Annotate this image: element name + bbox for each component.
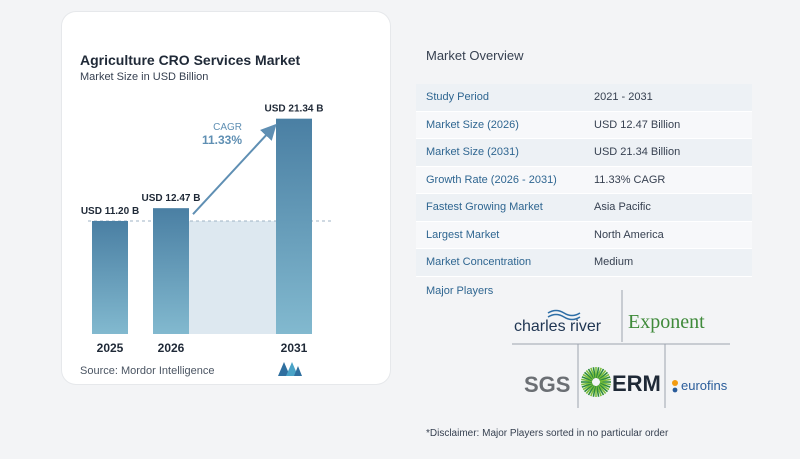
overview-label: Study Period [426, 91, 489, 104]
erm-ray [587, 368, 595, 379]
overview-label: Market Concentration [426, 256, 532, 269]
overview-row: Market Size (2026) USD 12.47 Billion [416, 111, 752, 139]
overview-label: Market Size (2026) [426, 118, 519, 131]
exponent-text: Exponent [628, 311, 705, 333]
mordor-logo-icon [278, 362, 302, 376]
erm-ray [599, 376, 611, 382]
source-note: Source: Mordor Intelligence [80, 365, 215, 377]
eurofins-dot-icon [672, 380, 678, 386]
erm-ray [585, 384, 595, 395]
bar [92, 220, 128, 334]
erm-ray [598, 383, 609, 393]
overview-label: Growth Rate (2026 - 2031) [426, 173, 557, 186]
overview-value: USD 21.34 Billion [594, 146, 681, 159]
erm-ray [590, 367, 596, 379]
x-tick-label: 2025 [97, 341, 124, 355]
erm-ray [597, 384, 607, 395]
erm-ray [597, 369, 607, 380]
overview-row: Study Period 2021 - 2031 [416, 84, 752, 112]
erm-ray [590, 385, 596, 397]
erm-burst-icon [581, 367, 611, 397]
erm-ray [596, 385, 602, 397]
charles-river-text: charles river [514, 318, 602, 335]
erm-ray [582, 383, 593, 391]
erm-logo: ERM [581, 367, 661, 397]
chart-subtitle: Market Size in USD Billion [80, 71, 209, 83]
overview-label: Largest Market [426, 228, 500, 241]
erm-ray [581, 381, 593, 386]
sgs-text: SGS [524, 372, 570, 397]
erm-ray [599, 373, 610, 381]
erm-ray [599, 378, 611, 383]
charles-river-logo: charles river [514, 309, 602, 335]
erm-ray [583, 371, 594, 381]
erm-ray [581, 378, 593, 383]
x-tick-label: 2026 [158, 341, 185, 355]
bar [153, 208, 189, 334]
major-players-title: Major Players [426, 285, 494, 297]
overview-table: Study Period 2021 - 2031 Market Size (20… [416, 84, 752, 277]
overview-row: Market Concentration Medium [416, 249, 752, 277]
erm-ray [595, 385, 600, 397]
erm-ray [582, 373, 593, 381]
erm-ray [581, 382, 593, 388]
sgs-logo: SGS [524, 372, 570, 397]
erm-ray [598, 371, 609, 381]
eurofins-text: eurofins [681, 378, 728, 393]
disclaimer: *Disclaimer: Major Players sorted in no … [426, 428, 669, 439]
exponent-logo: Exponent [628, 311, 705, 333]
cagr-value: 11.33% [202, 133, 242, 147]
overview-row: Market Size (2031) USD 21.34 Billion [416, 139, 752, 167]
overview-value: Asia Pacific [594, 201, 651, 214]
overview-label: Market Size (2031) [426, 146, 519, 159]
erm-ray [597, 368, 605, 379]
cagr-arrow [192, 123, 277, 215]
overview-value: Medium [594, 256, 634, 269]
eurofins-logo: eurofins [672, 378, 728, 393]
erm-ray [581, 376, 593, 382]
overview-row: Fastest Growing Market Asia Pacific [416, 194, 752, 222]
erm-ray [599, 382, 611, 388]
erm-ray [596, 367, 602, 379]
erm-ray [592, 385, 597, 397]
growth-band [189, 220, 276, 334]
overview-value: North America [594, 228, 664, 241]
overview-row: Growth Rate (2026 - 2031) 11.33% CAGR [416, 166, 752, 194]
chart-title: Agriculture CRO Services Market [80, 52, 301, 68]
erm-ray [597, 385, 605, 396]
erm-text: ERM [612, 371, 661, 396]
overview-label: Fastest Growing Market [426, 201, 543, 214]
cagr-label: CAGR [213, 122, 242, 133]
erm-ray [599, 383, 610, 391]
bar-data-label: USD 12.47 B [142, 193, 201, 204]
erm-ray [585, 369, 595, 380]
erm-ray [592, 367, 597, 379]
overview-title: Market Overview [426, 48, 524, 63]
bar [276, 118, 312, 334]
overview-row: Largest Market North America [416, 221, 752, 249]
erm-ray [587, 385, 595, 396]
overview-value: 2021 - 2031 [594, 91, 653, 104]
overview-value: 11.33% CAGR [594, 173, 666, 186]
bar-data-label: USD 21.34 B [265, 104, 324, 115]
eurofins-dot-icon [672, 387, 678, 393]
erm-ray [599, 381, 611, 386]
bar-data-label: USD 11.20 B [81, 206, 139, 217]
x-tick-label: 2031 [281, 341, 308, 355]
erm-ray [595, 367, 600, 379]
erm-ray [583, 383, 594, 393]
overview-value: USD 12.47 Billion [594, 118, 681, 131]
